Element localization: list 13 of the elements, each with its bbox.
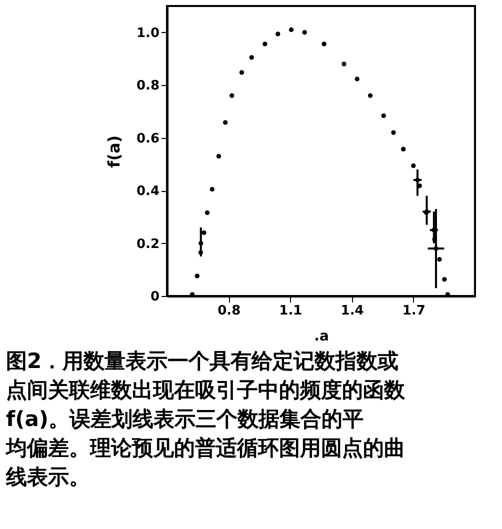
y-axis-title: f(a) [104, 135, 124, 168]
x-tick-label: 1.4 [340, 304, 364, 318]
y-tick-label: 0.6 [136, 131, 160, 146]
x-axis-title: .a [314, 328, 329, 344]
x-tick-label: 1.7 [402, 304, 426, 318]
y-tick-label: 0.8 [136, 78, 160, 94]
y-tick-label: 0.2 [136, 236, 160, 252]
x-tick-label: 1.1 [279, 304, 302, 318]
caption: 图2．用数量表示一个具有给定记数指数或点间关联维数出现在吸引子中的频度的函数f(a)。误差划线表示三个数据集合的平均偏差。理论预见的普适循环图用圆点的曲线表示。 [4, 349, 406, 489]
y-tick-label: 0.4 [136, 184, 160, 200]
x-tick-label: 0.8 [218, 304, 241, 318]
y-tick-label: 0 [150, 290, 160, 304]
y-tick-label: 1.0 [136, 26, 160, 41]
